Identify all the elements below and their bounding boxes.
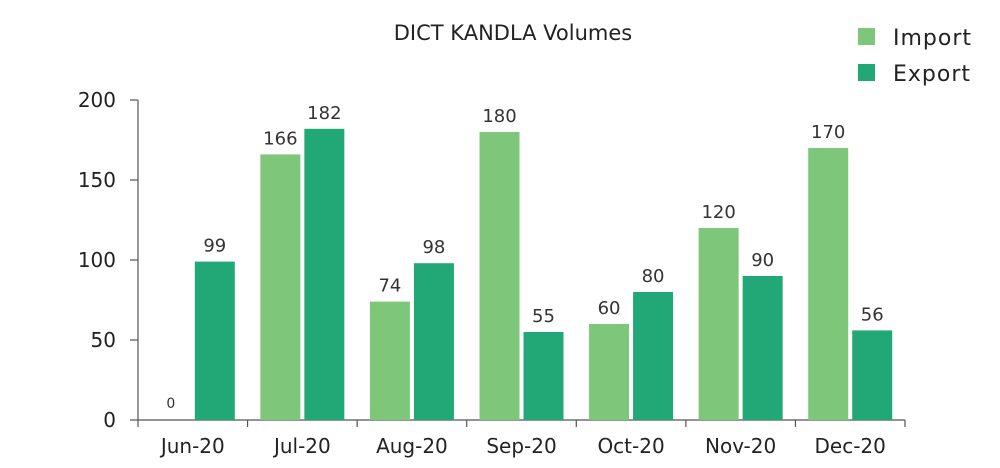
bar-import-oct-20 [589,324,630,420]
bar-import-aug-20 [369,301,410,420]
bar-import-dec-20 [808,148,849,420]
bar-export-oct-20 [633,292,674,420]
data-label-import-oct-20: 60 [598,298,621,319]
bar-export-nov-20 [742,276,783,420]
axes: 0 50 100 150 200 Jun-20 Jul-20 Aug-20 Sep-20 Oct-… [78,88,906,458]
data-label-import-jun-20: 0 [166,396,175,412]
y-tick-label-200: 200 [78,88,116,112]
bars [194,128,893,421]
y-tick-label-100: 100 [78,248,116,272]
legend-label-export: Export [893,62,971,87]
legend: Import Export [858,26,972,87]
chart-title: DICT KANDLA Volumes [394,21,632,45]
x-tick-label-dec-20: Dec-20 [815,434,886,458]
bar-export-jun-20 [194,261,235,420]
legend-swatch-import [858,28,875,45]
bar-import-nov-20 [698,228,739,420]
legend-swatch-export [858,64,875,81]
x-tick-label-nov-20: Nov-20 [705,434,776,458]
x-tick-label-jul-20: Jul-20 [272,434,331,458]
bar-export-jul-20 [304,128,345,421]
data-label-export-sep-20: 55 [532,306,555,327]
data-labels: 0 166 74 180 60 120 170 99 182 98 55 80 90 56 [166,103,883,412]
data-label-import-sep-20: 180 [482,106,516,127]
x-tick-label-oct-20: Oct-20 [597,434,664,458]
data-label-import-nov-20: 120 [701,202,735,223]
data-label-import-aug-20: 74 [378,276,401,297]
legend-label-import: Import [893,26,972,51]
data-label-import-jul-20: 166 [263,128,297,149]
y-tick-label-150: 150 [78,168,116,192]
x-tick-label-aug-20: Aug-20 [376,434,448,458]
bar-export-aug-20 [413,263,454,420]
y-tick-label-50: 50 [91,328,116,352]
data-label-import-dec-20: 170 [811,122,845,143]
y-tick-label-0: 0 [103,408,116,432]
data-label-export-oct-20: 80 [642,266,665,287]
bar-import-sep-20 [479,132,520,420]
data-label-export-dec-20: 56 [861,304,884,325]
data-label-export-jun-20: 99 [203,236,226,257]
data-label-export-aug-20: 98 [422,237,445,258]
bar-export-sep-20 [523,332,564,420]
data-label-export-jul-20: 182 [307,103,341,124]
x-tick-label-jun-20: Jun-20 [159,434,225,458]
bar-import-jul-20 [260,154,301,420]
data-label-export-nov-20: 90 [751,250,774,271]
x-tick-label-sep-20: Sep-20 [486,434,556,458]
bar-export-dec-20 [852,330,893,420]
